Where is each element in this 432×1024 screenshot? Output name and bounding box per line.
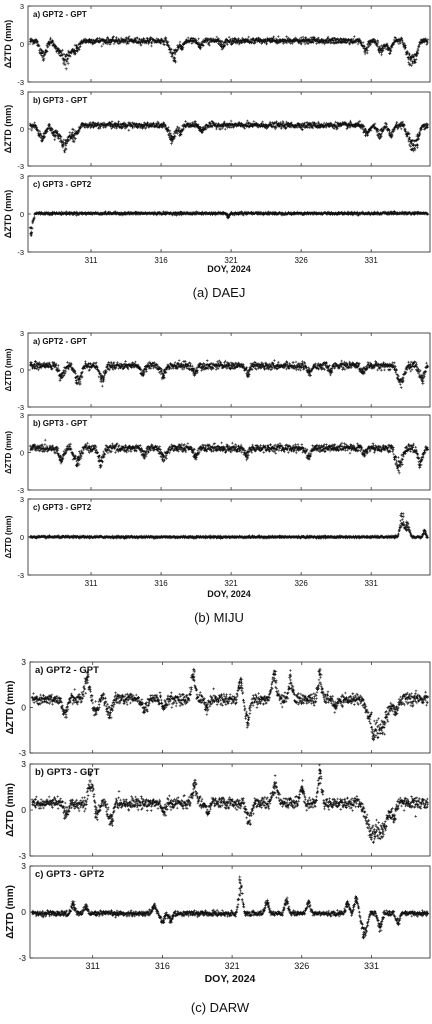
y-tick-label: 3 xyxy=(20,88,24,97)
panel-title: b) GPT3 - GPT xyxy=(33,96,87,105)
y-tick-label: -3 xyxy=(17,162,24,171)
x-tick-label: 331 xyxy=(364,256,378,265)
station-figure-miju: -3 0 3 ΔZTD (mm) a) GPT2 - GPT -3 0 3 ΔZTD (mm) b… xyxy=(4,329,431,625)
y-tick-label: 0 xyxy=(21,703,26,713)
panel-darw-1: -3 0 3 ΔZTD (mm) a) GPT2 - GPT xyxy=(5,657,431,758)
data-series xyxy=(28,119,430,154)
data-series xyxy=(28,359,430,389)
x-axis-label: DOY, 2024 xyxy=(207,264,251,274)
y-tick-label: -3 xyxy=(18,953,26,963)
y-tick-label: 3 xyxy=(20,329,24,338)
panel-miju-3: -3 0 3 ΔZTD (mm) c) GPT3 - GPT2 xyxy=(4,495,431,580)
figure-caption: (c) DARW xyxy=(191,1000,250,1015)
data-series xyxy=(30,875,430,940)
data-series xyxy=(28,210,430,237)
y-tick-label: 0 xyxy=(20,40,24,49)
x-tick-label: 321 xyxy=(225,961,240,971)
y-tick-label: 3 xyxy=(20,495,24,504)
station-figure-daej: -3 0 3 ΔZTD (mm) a) GPT2 - GPT -3 0 3 ΔZTD (mm) b… xyxy=(3,2,431,300)
y-tick-label: 0 xyxy=(20,533,24,542)
data-series xyxy=(30,763,430,844)
x-tick-label: 326 xyxy=(294,579,308,588)
y-axis-label: ΔZTD (mm) xyxy=(5,681,16,735)
panel-title: b) GPT3 - GPT xyxy=(33,419,87,428)
y-axis-label: ΔZTD (mm) xyxy=(3,105,13,153)
y-tick-label: 0 xyxy=(20,125,24,134)
ztd-difference-markers xyxy=(28,210,430,237)
y-tick-label: 3 xyxy=(20,2,24,11)
data-series xyxy=(30,667,430,742)
panel-daej-1: -3 0 3 ΔZTD (mm) a) GPT2 - GPT xyxy=(3,2,431,87)
ztd-difference-markers xyxy=(28,438,430,475)
panel-title: b) GPT3 - GPT xyxy=(35,767,100,778)
x-tick-label: 316 xyxy=(154,256,168,265)
data-series xyxy=(28,35,430,71)
data-series xyxy=(28,438,430,475)
y-tick-label: 0 xyxy=(21,907,26,917)
ztd-difference-markers xyxy=(28,119,430,154)
panel-darw-2: -3 0 3 ΔZTD (mm) b) GPT3 - GPT xyxy=(5,759,431,861)
y-tick-label: 0 xyxy=(20,449,24,458)
x-tick-label: 311 xyxy=(85,579,98,588)
x-tick-label: 316 xyxy=(155,961,170,971)
panel-title: a) GPT2 - GPT xyxy=(33,10,87,19)
y-tick-label: 0 xyxy=(21,805,26,815)
ztd-difference-markers xyxy=(28,35,430,71)
y-tick-label: -3 xyxy=(18,851,26,861)
y-tick-label: -3 xyxy=(17,486,24,495)
y-tick-label: 3 xyxy=(21,759,26,769)
x-tick-label: 321 xyxy=(224,256,238,265)
figure-caption: (a) DAEJ xyxy=(193,285,246,300)
panel-title: a) GPT2 - GPT xyxy=(33,337,87,346)
x-tick-label: 331 xyxy=(364,579,378,588)
x-tick-label: 316 xyxy=(154,579,168,588)
y-tick-label: -3 xyxy=(18,748,26,758)
y-tick-label: -3 xyxy=(17,78,24,87)
y-axis-label: ΔZTD (mm) xyxy=(4,431,13,474)
panel-title: c) GPT3 - GPT2 xyxy=(35,869,104,880)
y-axis-label: ΔZTD (mm) xyxy=(3,20,13,68)
panel-darw-3: -3 0 3 ΔZTD (mm) c) GPT3 - GPT2 xyxy=(5,861,431,963)
x-axis-label: DOY, 2024 xyxy=(207,589,251,599)
y-axis-label: ΔZTD (mm) xyxy=(3,190,13,238)
plot-frame xyxy=(27,332,431,408)
x-tick-label: 331 xyxy=(364,961,379,971)
y-tick-label: 0 xyxy=(20,210,24,219)
y-axis-label: ΔZTD (mm) xyxy=(5,885,16,939)
data-series xyxy=(28,511,430,540)
x-tick-label: 321 xyxy=(224,579,238,588)
panel-title: c) GPT3 - GPT2 xyxy=(33,180,92,189)
panel-daej-3: -3 0 3 ΔZTD (mm) c) GPT3 - GPT2 xyxy=(3,172,431,257)
x-tick-label: 326 xyxy=(294,961,309,971)
panel-title: c) GPT3 - GPT2 xyxy=(33,503,92,512)
ztd-difference-markers xyxy=(30,763,430,844)
y-axis-label: ΔZTD (mm) xyxy=(4,515,13,558)
ztd-difference-markers xyxy=(28,511,430,540)
y-tick-label: -3 xyxy=(17,571,24,580)
panel-miju-2: -3 0 3 ΔZTD (mm) b) GPT3 - GPT xyxy=(4,411,431,495)
y-tick-label: 3 xyxy=(21,861,26,871)
panel-miju-1: -3 0 3 ΔZTD (mm) a) GPT2 - GPT xyxy=(4,329,431,412)
y-tick-label: -3 xyxy=(17,403,24,412)
x-tick-label: 311 xyxy=(86,961,100,971)
panel-daej-2: -3 0 3 ΔZTD (mm) b) GPT3 - GPT xyxy=(3,88,431,171)
y-tick-label: -3 xyxy=(17,248,24,257)
y-tick-label: 0 xyxy=(20,366,24,375)
station-figure-darw: -3 0 3 ΔZTD (mm) a) GPT2 - GPT -3 0 3 ΔZTD (mm) b… xyxy=(5,657,431,1015)
x-tick-label: 311 xyxy=(85,256,98,265)
ztd-difference-markers xyxy=(28,359,430,389)
x-axis-label: DOY, 2024 xyxy=(205,973,256,985)
ztd-difference-markers xyxy=(30,875,430,940)
y-axis-label: ΔZTD (mm) xyxy=(5,783,16,837)
x-tick-label: 326 xyxy=(294,256,308,265)
y-tick-label: 3 xyxy=(21,657,26,667)
panel-title: a) GPT2 - GPT xyxy=(35,665,99,676)
figure-caption: (b) MIJU xyxy=(194,610,244,625)
y-tick-label: 3 xyxy=(20,172,24,181)
y-tick-label: 3 xyxy=(20,411,24,420)
ztd-difference-markers xyxy=(30,667,430,742)
y-axis-label: ΔZTD (mm) xyxy=(4,348,13,391)
